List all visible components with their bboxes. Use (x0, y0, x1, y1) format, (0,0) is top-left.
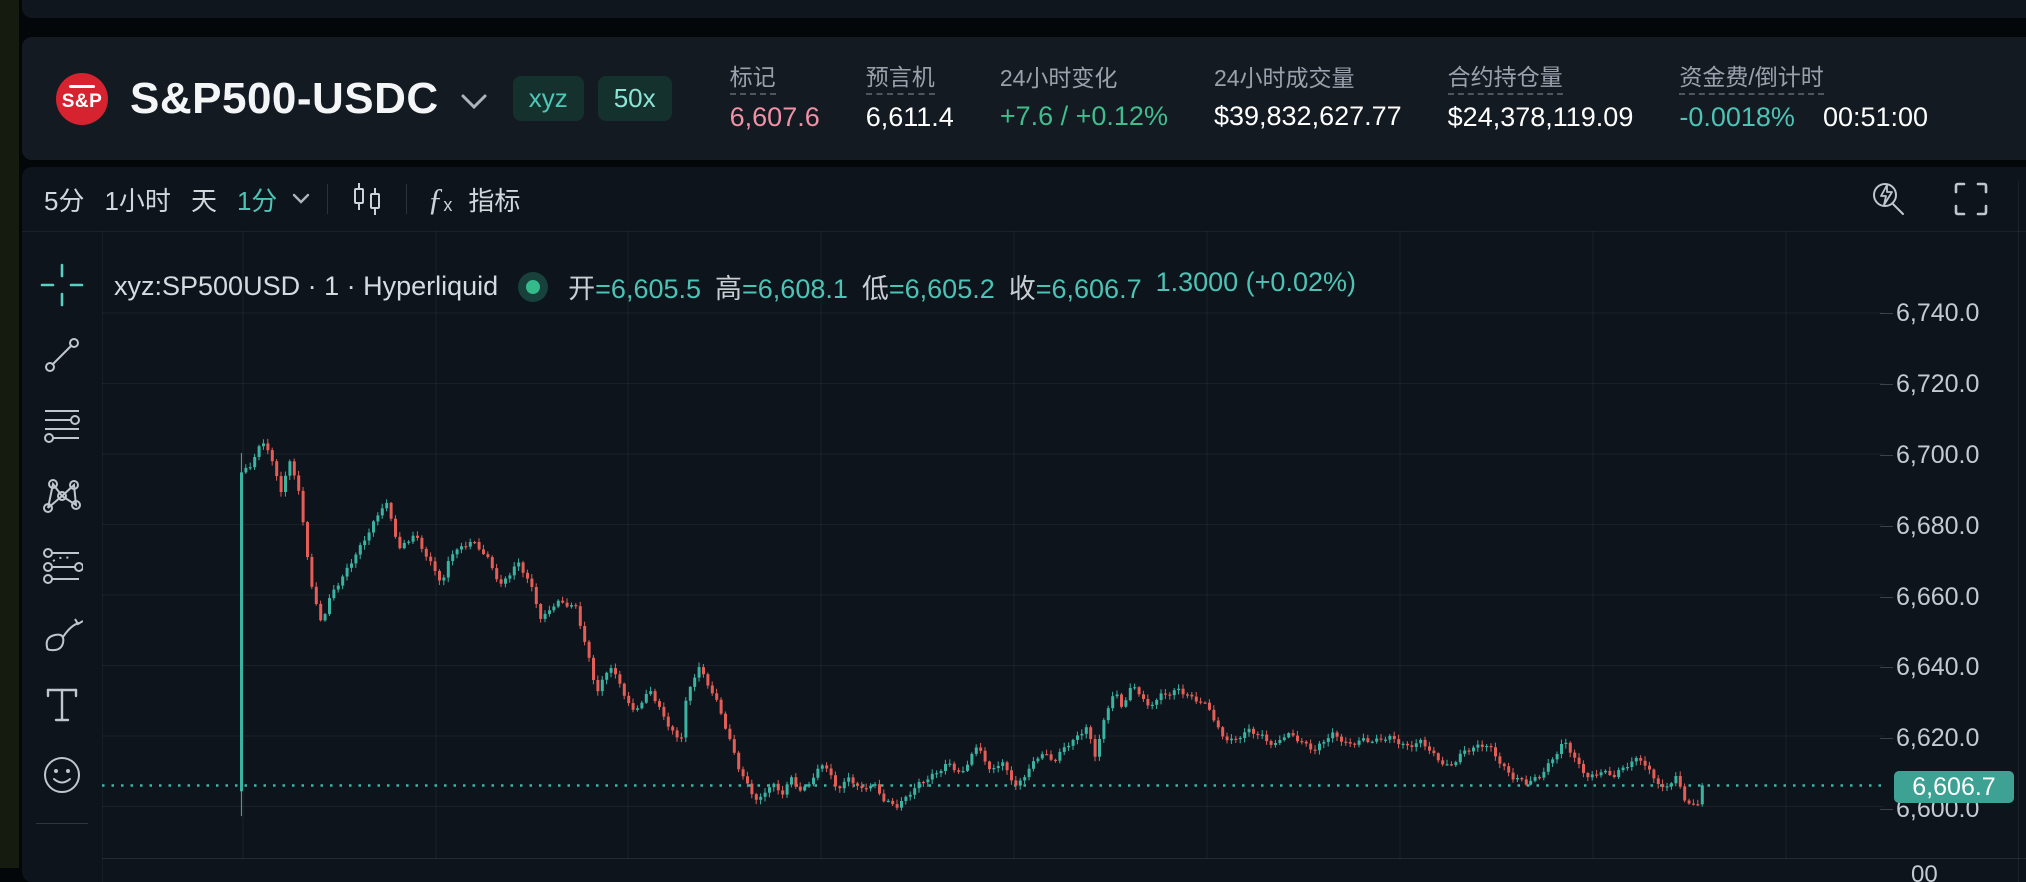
time-axis-partial-label: 00 (1911, 861, 1938, 882)
current-price-badge: 6,606.7 (1894, 771, 2014, 803)
stat-funding-label: 资金费/倒计时 (1679, 66, 1824, 95)
interval-1d[interactable]: 天 (190, 185, 217, 216)
stat-oracle: 预言机 6,611.4 (865, 66, 954, 132)
chart-legend: xyz:SP500USD · 1 · Hyperliquid 开=6,605.5… (114, 267, 1356, 306)
funding-rate: -0.0018% (1679, 102, 1795, 132)
price-tick-mark (1880, 738, 1893, 740)
candle-change: 1.3000 (+0.02%) (1155, 267, 1356, 297)
price-tick-label: 6,640.0 (1896, 653, 1980, 682)
stat-funding-value: -0.0018% 00:51:00 (1679, 104, 1928, 131)
price-tick-label: 6,660.0 (1896, 582, 1980, 611)
interval-5m[interactable]: 5分 (44, 185, 85, 216)
fib-retracement-tool[interactable] (34, 397, 90, 453)
high-label: 高 (715, 274, 743, 304)
drawing-toolbar (22, 231, 103, 882)
stat-24h-change-value: +7.6 / +0.12% (999, 101, 1168, 131)
close-value: =6,606.7 (1035, 274, 1142, 304)
stat-oracle-label: 预言机 (865, 66, 935, 95)
price-tick-label: 6,720.0 (1896, 369, 1980, 398)
stat-oracle-value: 6,611.4 (865, 102, 954, 132)
network-badge[interactable]: xyz (512, 76, 584, 121)
drawing-toolbar-divider (36, 823, 88, 824)
stat-24h-change: 24小时变化 +7.6 / +0.12% (1000, 67, 1168, 130)
market-stats: 标记 6,607.6 预言机 6,611.4 24小时变化 +7.6 / +0.… (729, 66, 1928, 132)
price-tick-mark (1880, 525, 1893, 527)
stat-mark-label: 标记 (729, 66, 776, 95)
close-label: 收 (1008, 274, 1036, 304)
stat-24h-volume-value: $39,832,627.77 (1213, 101, 1402, 131)
stat-24h-volume: 24小时成交量 $39,832,627.77 (1214, 67, 1402, 130)
toolbar-separator (327, 184, 329, 214)
funding-countdown: 00:51:00 (1822, 102, 1929, 132)
price-tick-mark (1880, 809, 1893, 811)
high-value: =6,608.1 (742, 274, 848, 304)
price-tick-label: 6,620.0 (1896, 724, 1980, 753)
toolbar-separator (406, 184, 408, 214)
emoji-tool[interactable] (34, 747, 90, 803)
chevron-down-icon[interactable] (457, 91, 491, 113)
axis-edge-line (2018, 181, 2019, 882)
legend-ohlc: 开=6,605.5 高=6,608.1 低=6,605.2 收=6,606.7 … (568, 267, 1356, 306)
brush-tool[interactable] (34, 607, 90, 663)
interval-chevron-down-icon[interactable] (289, 191, 313, 207)
stat-24h-change-label: 24小时变化 (999, 65, 1118, 91)
top-panel-sliver (22, 0, 2026, 18)
candlestick-style-icon[interactable] (342, 181, 392, 217)
open-label: 开 (568, 274, 596, 304)
indicators-label[interactable]: 指标 (468, 185, 521, 216)
stat-mark-value: 6,607.6 (729, 102, 820, 132)
candlestick-chart[interactable] (102, 231, 1884, 859)
stat-open-interest: 合约持仓量 $24,378,119.09 (1447, 66, 1634, 132)
flash-search-icon[interactable] (1868, 179, 1908, 219)
low-label: 低 (861, 274, 889, 304)
stat-mark: 标记 6,607.6 (729, 66, 820, 132)
market-header: S&P S&P500-USDC xyz 50x 标记 6,607.6 预言机 6… (22, 37, 2026, 160)
price-tick-mark (1880, 313, 1893, 314)
stat-open-interest-label: 合约持仓量 (1447, 66, 1563, 95)
stat-24h-volume-label: 24小时成交量 (1213, 65, 1355, 91)
time-axis-divider (102, 858, 2026, 859)
price-tick-mark (1880, 596, 1893, 598)
price-tick-label: 6,740.0 (1896, 299, 1980, 327)
legend-series-title[interactable]: xyz:SP500USD · 1 · Hyperliquid (114, 271, 499, 301)
sp500-logo-text: S&P (61, 90, 103, 112)
open-value: =6,605.5 (595, 274, 702, 304)
market-status-dot-icon (518, 271, 549, 302)
xabcd-pattern-tool[interactable] (34, 467, 90, 523)
crosshair-tool[interactable] (34, 257, 90, 313)
interval-1m-active[interactable]: 1分 (236, 185, 278, 216)
desktop-wallpaper-strip (0, 0, 19, 868)
stat-open-interest-value: $24,378,119.09 (1447, 102, 1634, 132)
price-tick-mark (1880, 383, 1893, 385)
price-tick-mark (1880, 667, 1893, 669)
leverage-badge[interactable]: 50x (597, 76, 672, 121)
price-tick-label: 6,700.0 (1896, 440, 1980, 469)
text-tool[interactable] (34, 677, 90, 733)
fullscreen-icon[interactable] (1952, 180, 1990, 218)
stat-funding: 资金费/倒计时 -0.0018% 00:51:00 (1679, 66, 1928, 131)
projection-tool[interactable] (34, 537, 90, 593)
price-tick-label: 6,680.0 (1896, 511, 1980, 540)
trend-line-tool[interactable] (34, 327, 90, 383)
sp500-logo: S&P (56, 72, 108, 125)
low-value: =6,605.2 (888, 274, 995, 304)
pair-title[interactable]: S&P500-USDC (130, 73, 439, 123)
price-tick-mark (1880, 454, 1893, 456)
interval-1h[interactable]: 1小时 (104, 185, 171, 216)
